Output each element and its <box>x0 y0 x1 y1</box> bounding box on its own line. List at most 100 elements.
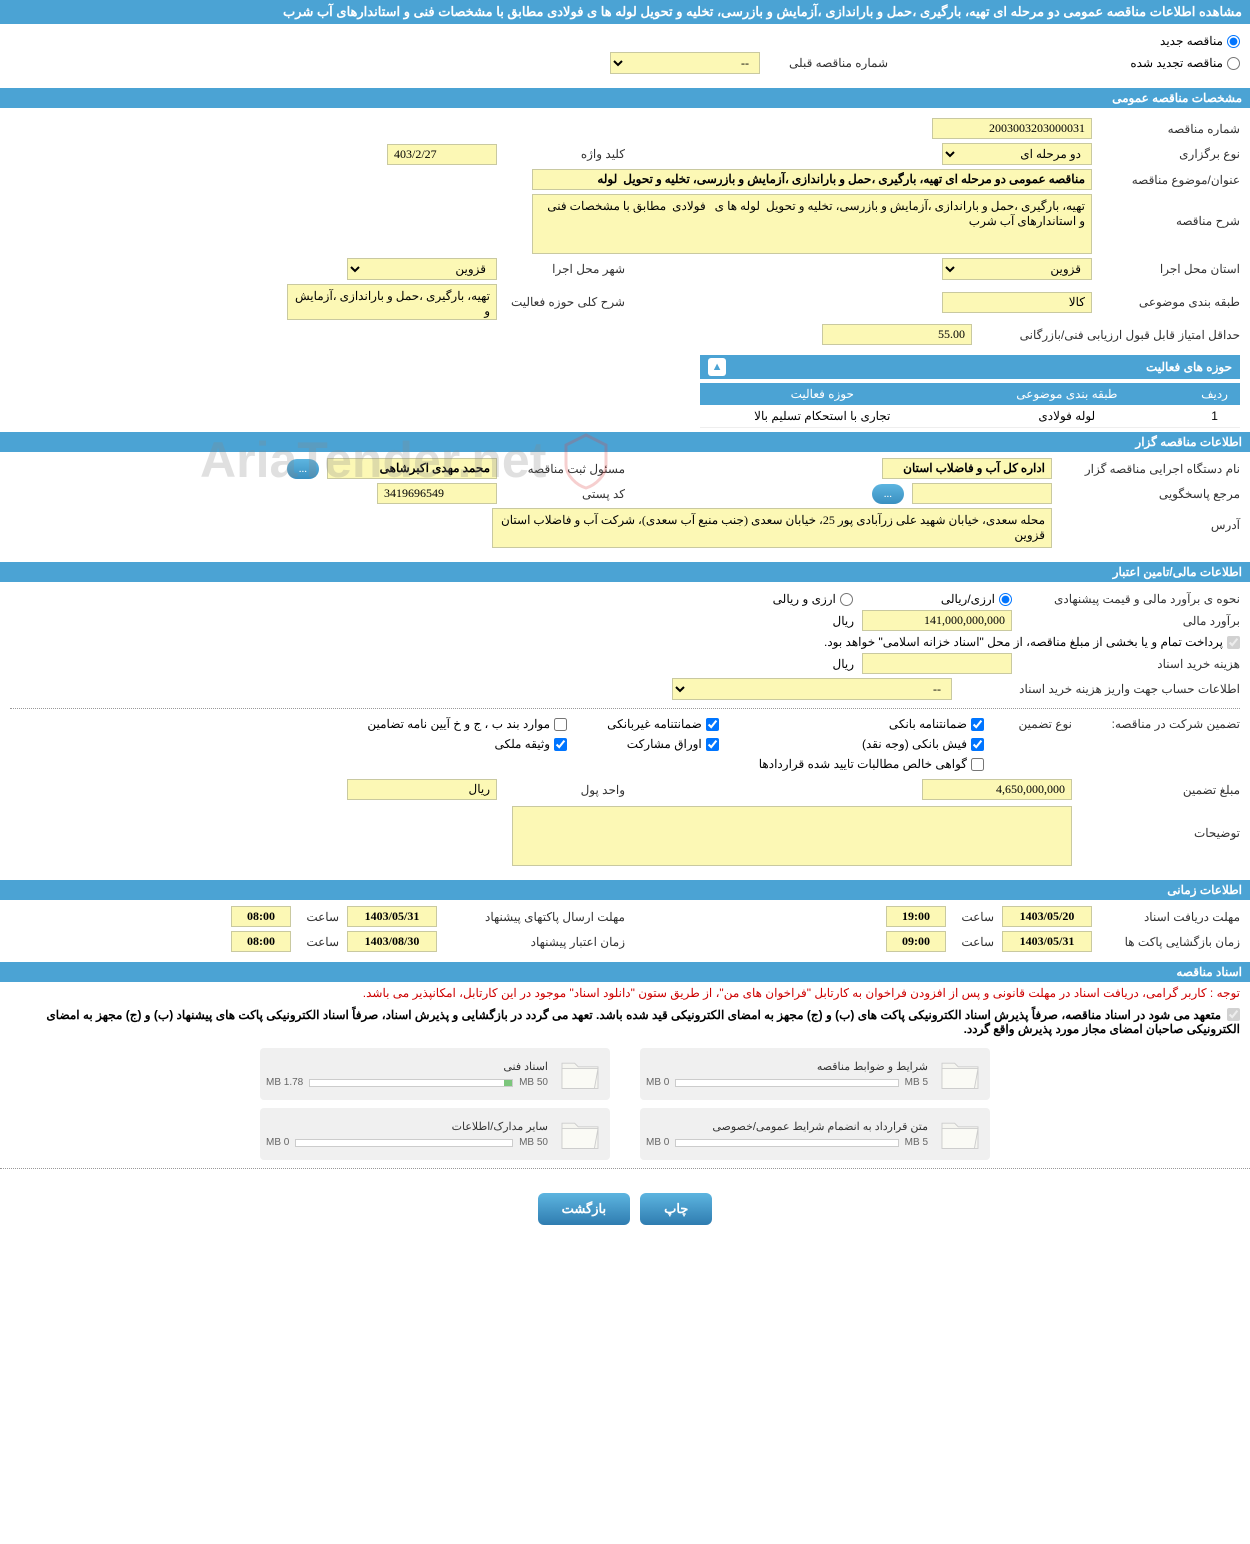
section-timing-header: اطلاعات زمانی <box>0 880 1250 900</box>
device-input[interactable] <box>882 458 1052 479</box>
radio-both[interactable]: ارزی و ریالی <box>773 592 853 606</box>
file-item[interactable]: اسناد فنی 50 MB 1.78 MB <box>260 1048 610 1100</box>
doc-fee-label: هزینه خرید اسناد <box>1020 657 1240 671</box>
responsible-input[interactable] <box>327 458 497 479</box>
send-time-input[interactable] <box>231 906 291 927</box>
radio-new-tender-input[interactable] <box>1227 35 1240 48</box>
reference-input[interactable] <box>912 483 1052 504</box>
notes-label: توضیحات <box>1080 806 1240 840</box>
back-button[interactable]: بازگشت <box>538 1193 630 1225</box>
tender-number-input[interactable] <box>932 118 1092 139</box>
files-row-1: شرایط و ضوابط مناقصه 5 MB 0 MB اسناد فنی… <box>0 1048 1250 1100</box>
receive-time-input[interactable] <box>886 906 946 927</box>
cb-nonbank[interactable]: ضمانتنامه غیربانکی <box>607 717 719 731</box>
cb-nonbank-input[interactable] <box>706 718 719 731</box>
description-textarea[interactable]: تهیه، بارگیری ،حمل و باراندازی ،آزمایش و… <box>532 194 1092 254</box>
file-info: متن قرارداد به انضمام شرایط عمومی/خصوصی … <box>646 1120 928 1148</box>
radio-new-tender[interactable]: مناقصه جدید <box>1160 34 1240 48</box>
min-score-input[interactable] <box>822 324 972 345</box>
estimate-input[interactable] <box>862 610 1012 631</box>
col-activity: حوزه فعالیت <box>700 383 945 405</box>
radio-renewed-tender-label: مناقصه تجدید شده <box>1130 56 1223 70</box>
province-select[interactable]: قزوین <box>942 258 1092 280</box>
file-title: شرایط و ضوابط مناقصه <box>646 1060 928 1073</box>
doc-fee-input[interactable] <box>862 653 1012 674</box>
activities-collapse-btn[interactable]: ▲ <box>708 358 726 376</box>
account-select[interactable]: -- <box>672 678 952 700</box>
city-select[interactable]: قزوین <box>347 258 497 280</box>
cb-fish[interactable]: فیش بانکی (وجه نقد) <box>759 737 984 751</box>
cb-bank-input[interactable] <box>971 718 984 731</box>
validity-time-input[interactable] <box>231 931 291 952</box>
subject-input[interactable] <box>532 169 1092 190</box>
type-select[interactable]: دو مرحله ای <box>942 143 1092 165</box>
keyword-input[interactable] <box>387 144 497 165</box>
file-total: 5 MB <box>905 1137 928 1148</box>
address-textarea[interactable]: محله سعدی، خیابان شهید علی زرآبادی پور 2… <box>492 508 1052 548</box>
file-item[interactable]: متن قرارداد به انضمام شرایط عمومی/خصوصی … <box>640 1108 990 1160</box>
folder-icon <box>556 1054 604 1094</box>
notes-textarea[interactable] <box>512 806 1072 866</box>
activities-title: حوزه های فعالیت <box>1146 360 1232 374</box>
file-item[interactable]: سایر مدارک/اطلاعات 50 MB 0 MB <box>260 1108 610 1160</box>
money-unit-input[interactable] <box>347 779 497 800</box>
guarantee-amount-label: مبلغ تضمین <box>1080 783 1240 797</box>
cell-activity: تجاری با استحکام تسلیم بالا <box>700 405 945 428</box>
table-row: 1 لوله فولادی تجاری با استحکام تسلیم بال… <box>700 405 1240 428</box>
cb-certificate[interactable]: گواهی خالص مطالبات تایید شده قراردادها <box>759 757 984 771</box>
divider <box>10 708 1240 709</box>
radio-rial-input[interactable] <box>999 593 1012 606</box>
prev-number-select[interactable]: -- <box>610 52 760 74</box>
postal-input[interactable] <box>377 483 497 504</box>
radio-rial[interactable]: ارزی/ریالی <box>941 592 1012 606</box>
category-input[interactable] <box>942 292 1092 313</box>
radio-renewed-tender[interactable]: مناقصه تجدید شده <box>1130 56 1240 70</box>
notice-checkbox <box>1227 1008 1240 1021</box>
estimate-method-label: نحوه ی برآورد مالی و قیمت پیشنهادی <box>1020 592 1240 606</box>
table-header-row: ردیف طبقه بندی موضوعی حوزه فعالیت <box>700 383 1240 405</box>
cb-nonbank-label: ضمانتنامه غیربانکی <box>607 717 702 731</box>
cb-securities[interactable]: اوراق مشارکت <box>607 737 719 751</box>
activities-header: حوزه های فعالیت ▲ <box>700 355 1240 379</box>
cb-deed-input[interactable] <box>554 738 567 751</box>
cb-fish-input[interactable] <box>971 738 984 751</box>
cb-deed-label: وثیقه ملکی <box>494 737 550 751</box>
cb-deed[interactable]: وثیقه ملکی <box>367 737 567 751</box>
section-documents-title: اسناد مناقصه <box>1176 965 1242 979</box>
responsible-more-btn[interactable]: ... <box>287 459 319 479</box>
subject-label: عنوان/موضوع مناقصه <box>1100 173 1240 187</box>
divider-bottom <box>0 1168 1250 1169</box>
file-info: شرایط و ضوابط مناقصه 5 MB 0 MB <box>646 1060 928 1088</box>
reference-more-btn[interactable]: ... <box>872 484 904 504</box>
folder-icon <box>556 1114 604 1154</box>
cb-certificate-input[interactable] <box>971 758 984 771</box>
city-label: شهر محل اجرا <box>505 262 625 276</box>
validity-date-input[interactable] <box>347 931 437 952</box>
section-organizer-header: اطلاعات مناقصه گزار <box>0 432 1250 452</box>
radio-both-label: ارزی و ریالی <box>773 592 836 606</box>
send-date-input[interactable] <box>347 906 437 927</box>
file-used: 0 MB <box>646 1137 669 1148</box>
open-date-input[interactable] <box>1002 931 1092 952</box>
col-row: ردیف <box>1189 383 1240 405</box>
radio-both-input[interactable] <box>840 593 853 606</box>
cb-clause[interactable]: موارد بند ب ، ج و خ آیین نامه تضامین <box>367 717 567 731</box>
file-item[interactable]: شرایط و ضوابط مناقصه 5 MB 0 MB <box>640 1048 990 1100</box>
file-total: 5 MB <box>905 1077 928 1088</box>
receive-date-input[interactable] <box>1002 906 1092 927</box>
file-used: 0 MB <box>266 1137 289 1148</box>
activities-table: ردیف طبقه بندی موضوعی حوزه فعالیت 1 لوله… <box>700 383 1240 428</box>
section-financial-header: اطلاعات مالی/تامین اعتبار <box>0 562 1250 582</box>
cb-securities-input[interactable] <box>706 738 719 751</box>
cb-bank[interactable]: ضمانتنامه بانکی <box>759 717 984 731</box>
file-title: سایر مدارک/اطلاعات <box>266 1120 548 1133</box>
payment-note-check[interactable]: پرداخت تمام و یا بخشی از مبلغ مناقصه، از… <box>824 635 1240 649</box>
guarantee-amount-input[interactable] <box>922 779 1072 800</box>
print-button[interactable]: چاپ <box>640 1193 712 1225</box>
cb-clause-input[interactable] <box>554 718 567 731</box>
radio-renewed-tender-input[interactable] <box>1227 57 1240 70</box>
cell-num: 1 <box>1189 405 1240 428</box>
doc-fee-unit: ریال <box>832 657 854 671</box>
activity-summary-textarea[interactable]: تهیه، بارگیری ،حمل و باراندازی ،آزمایش و <box>287 284 497 320</box>
open-time-input[interactable] <box>886 931 946 952</box>
